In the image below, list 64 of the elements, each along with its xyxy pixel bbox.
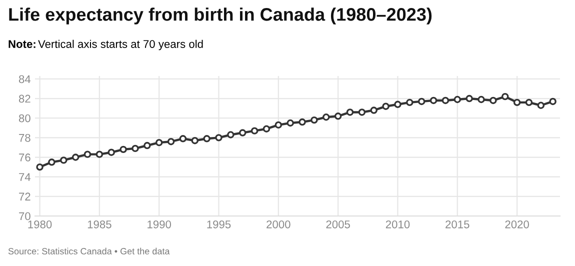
point bbox=[274, 121, 282, 129]
y-tick-label: 76 bbox=[19, 154, 30, 162]
x-tick-label: 2005 bbox=[326, 220, 350, 228]
point bbox=[418, 98, 426, 106]
point bbox=[406, 98, 414, 106]
point bbox=[346, 108, 354, 116]
y-tick-label: 70 bbox=[19, 212, 30, 220]
point bbox=[250, 127, 258, 134]
point bbox=[227, 131, 234, 138]
point bbox=[132, 144, 139, 152]
point bbox=[203, 135, 210, 142]
point bbox=[454, 96, 461, 104]
x-tick-label: 2015 bbox=[446, 220, 470, 228]
point bbox=[502, 92, 509, 100]
y-tick-label: 74 bbox=[19, 173, 31, 181]
point bbox=[167, 138, 175, 146]
x-tick-label: 2000 bbox=[266, 220, 290, 228]
y-tick-label: 84 bbox=[18, 75, 31, 84]
x-tick-label: 2010 bbox=[386, 220, 410, 228]
chart-title: Life expectancy from birth in Canada (1980–2023) bbox=[9, 8, 432, 24]
x-tick-label: 1990 bbox=[148, 220, 172, 228]
point bbox=[525, 98, 533, 106]
y-tick-label: 80 bbox=[18, 114, 30, 122]
y-tick-label: 82 bbox=[18, 94, 30, 103]
y-tick-label: 78 bbox=[19, 134, 30, 142]
point bbox=[262, 125, 270, 132]
point bbox=[394, 100, 402, 108]
point bbox=[322, 114, 330, 121]
point bbox=[513, 98, 521, 106]
point bbox=[48, 158, 56, 166]
point bbox=[179, 135, 187, 142]
point bbox=[72, 154, 80, 161]
x-tick-label: 1985 bbox=[88, 220, 112, 228]
point bbox=[60, 156, 68, 164]
point bbox=[430, 96, 438, 104]
point bbox=[155, 138, 163, 146]
point bbox=[120, 146, 127, 154]
point bbox=[84, 150, 92, 158]
point bbox=[286, 119, 294, 127]
point bbox=[191, 137, 198, 144]
point bbox=[96, 150, 104, 158]
point bbox=[144, 142, 151, 150]
point bbox=[466, 94, 473, 102]
point bbox=[358, 108, 366, 116]
x-tick-label: 1980 bbox=[28, 220, 52, 228]
point bbox=[549, 98, 556, 106]
point bbox=[108, 148, 115, 156]
point bbox=[239, 129, 246, 136]
point bbox=[382, 102, 390, 110]
point bbox=[215, 134, 222, 142]
point bbox=[537, 102, 545, 109]
point bbox=[442, 96, 450, 104]
point bbox=[370, 106, 378, 114]
point bbox=[478, 96, 485, 104]
point bbox=[298, 118, 306, 126]
y-tick-label: 72 bbox=[19, 192, 30, 200]
point bbox=[334, 112, 342, 120]
point bbox=[490, 96, 497, 104]
x-tick-label: 1995 bbox=[207, 220, 231, 228]
chart-subtitle: Note: Vertical axis starts at 70 years old bbox=[8, 40, 203, 50]
point bbox=[310, 116, 318, 124]
x-tick-label: 2020 bbox=[505, 220, 529, 228]
source-note: Source: Statistics Canada • Get the data bbox=[8, 248, 170, 254]
point bbox=[36, 163, 44, 171]
